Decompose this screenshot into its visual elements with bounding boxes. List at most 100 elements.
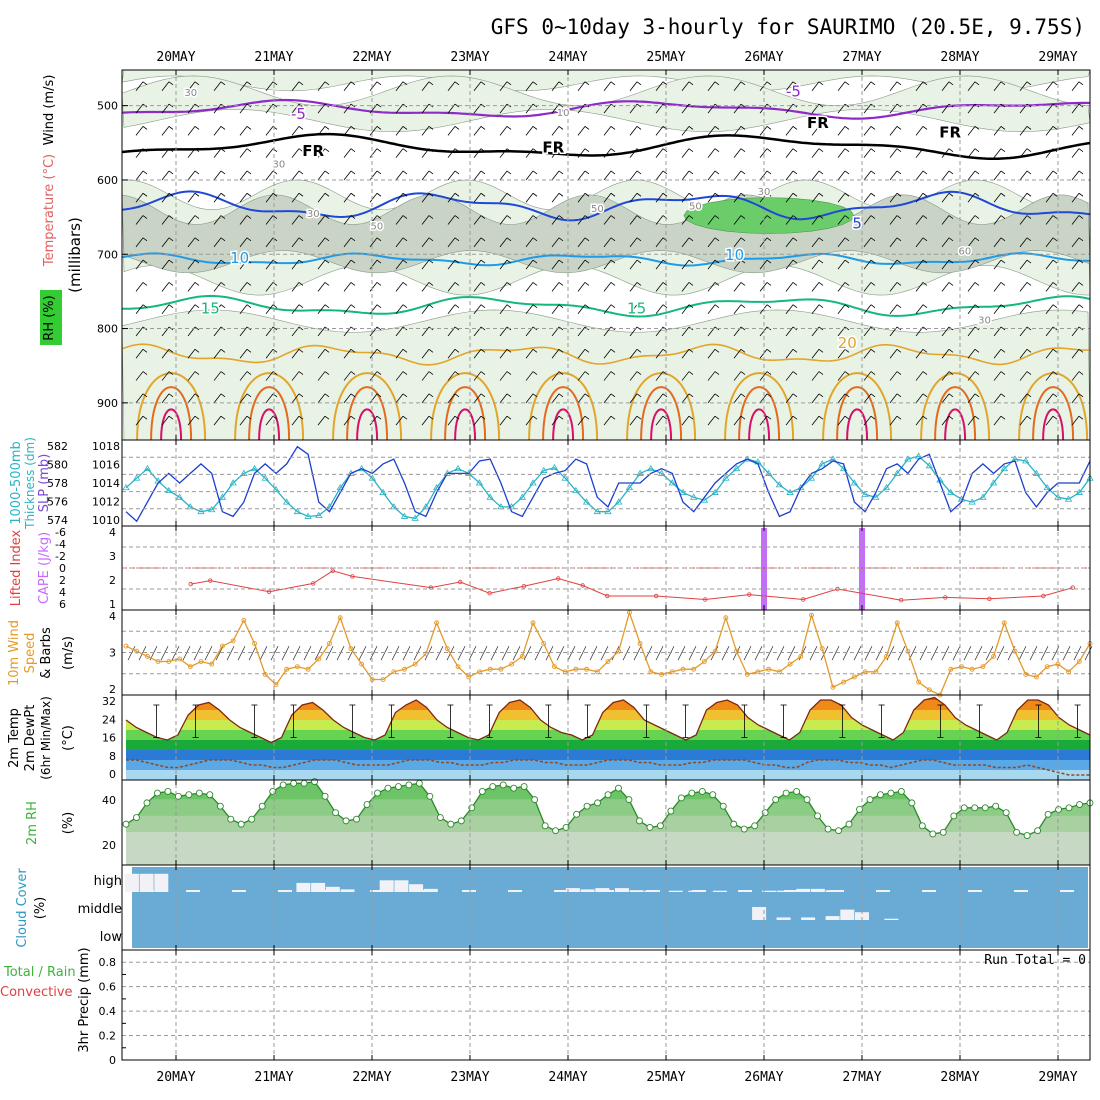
wind-barb-flag	[740, 81, 746, 86]
wind-barb-flag	[402, 348, 408, 353]
wind-barb-staff	[915, 349, 924, 359]
wind-barb-flag	[142, 170, 148, 175]
wind-barb-staff	[863, 193, 872, 203]
wind-barb	[707, 237, 720, 248]
sfc-wind-barb	[1084, 646, 1093, 661]
rh2m-point	[1023, 832, 1031, 840]
wind-barb	[707, 348, 720, 359]
wind-barb-staff	[291, 282, 300, 292]
wind-barb	[967, 415, 980, 426]
wind-barb-staff	[187, 193, 196, 203]
wind-barb	[629, 170, 642, 181]
wind-barb-flag	[402, 170, 408, 175]
wind-barb	[551, 393, 564, 404]
wind-barb-staff	[681, 170, 690, 181]
wind-barb	[811, 192, 824, 203]
wind-barb	[421, 393, 434, 404]
wind-barb	[1019, 237, 1032, 248]
thickness-point	[807, 474, 816, 481]
wind-barb-staff	[161, 393, 170, 404]
sfc-wind-barb	[281, 646, 290, 661]
wind-barb-staff	[421, 415, 430, 426]
isotherm-25-loop	[150, 386, 193, 441]
wind-barb-staff	[863, 215, 872, 225]
wind10m-point	[1023, 671, 1029, 677]
wind-barb-staff	[681, 326, 690, 337]
wind-barb-flag	[168, 393, 174, 398]
wind-barb-flag	[610, 148, 616, 152]
wind-barb-staff	[1045, 326, 1054, 337]
wind-barb-flag	[636, 237, 642, 242]
wind-barb-flag	[636, 415, 642, 420]
wind-barb	[421, 126, 434, 136]
wind-barb	[681, 348, 694, 359]
wind-barb-flag	[610, 371, 616, 375]
wind-barb-staff	[1019, 304, 1028, 314]
wind-barb-staff	[421, 103, 430, 114]
temp-band	[126, 750, 1090, 760]
wind-barb-staff	[525, 81, 534, 92]
wind-barb-flag	[142, 259, 148, 264]
wind-barb-flag	[818, 371, 824, 375]
wind-barb-flag	[792, 259, 798, 264]
wind-barb-staff	[811, 215, 820, 225]
wind-barb-staff	[759, 259, 768, 270]
rh2m-point	[981, 804, 989, 812]
wind-barb-staff	[785, 237, 794, 248]
wind-barb-staff	[707, 349, 716, 359]
rh2m-point	[887, 789, 895, 797]
thickness-point	[315, 511, 323, 518]
wind-barb-staff	[837, 81, 846, 92]
wind10m-point	[701, 659, 707, 664]
wind-barb-staff	[811, 237, 820, 248]
sfc-wind-barb	[402, 646, 411, 661]
wind-barb-flag	[792, 126, 798, 130]
y-tick-label: -4	[55, 538, 66, 551]
wind-barb-flag	[480, 348, 486, 353]
contour-label: FR	[542, 138, 564, 156]
cloud-mid-bar	[801, 917, 816, 920]
wind-barb-flag	[610, 126, 616, 130]
wind-barb	[759, 148, 772, 158]
wind-barb-flag	[506, 126, 512, 130]
sfc-wind-barb	[347, 646, 356, 661]
wind-barb-staff	[551, 237, 560, 248]
wind-barb	[759, 393, 772, 404]
wind-barb	[603, 304, 616, 314]
wind10m-point	[187, 664, 193, 670]
wind-barb-flag	[272, 103, 278, 108]
wind-barb	[889, 415, 902, 426]
thickness-point	[689, 493, 698, 500]
wind-barb	[577, 81, 590, 92]
wind-barb-flag	[610, 415, 616, 420]
wind-barb-flag	[194, 103, 200, 108]
wind-barb-flag	[168, 259, 174, 264]
wind-barb	[733, 81, 746, 92]
wind-barb-staff	[967, 237, 976, 248]
wind-barb	[551, 192, 564, 203]
wind-barb-flag	[194, 126, 200, 130]
cloud-high-bar	[761, 890, 776, 892]
thickness-point	[400, 512, 409, 519]
wind-barb-staff	[291, 193, 300, 203]
wind-barb-staff	[1071, 215, 1080, 225]
wind-barb	[1045, 192, 1058, 203]
wind-barb-staff	[681, 148, 690, 158]
wind-barb	[343, 81, 356, 92]
wind-barb-staff	[811, 282, 820, 292]
wind-barb-flag	[324, 126, 330, 130]
wind-barb-flag	[298, 170, 304, 175]
wind-barb-staff	[317, 126, 326, 136]
wind-barb-flag	[454, 215, 460, 219]
wind-barb-flag	[896, 415, 902, 420]
wind-barb-flag	[714, 415, 720, 420]
wind-barb-staff	[395, 237, 404, 248]
wind10m-point	[337, 615, 343, 621]
contour-label: 15	[201, 300, 220, 318]
contour-label: -5	[786, 83, 801, 101]
wind-barb	[629, 304, 642, 314]
wind-barb-flag	[896, 81, 902, 86]
wind-barb	[135, 170, 148, 181]
wind-barb	[473, 81, 486, 92]
y-tick-label: 1	[109, 598, 116, 611]
